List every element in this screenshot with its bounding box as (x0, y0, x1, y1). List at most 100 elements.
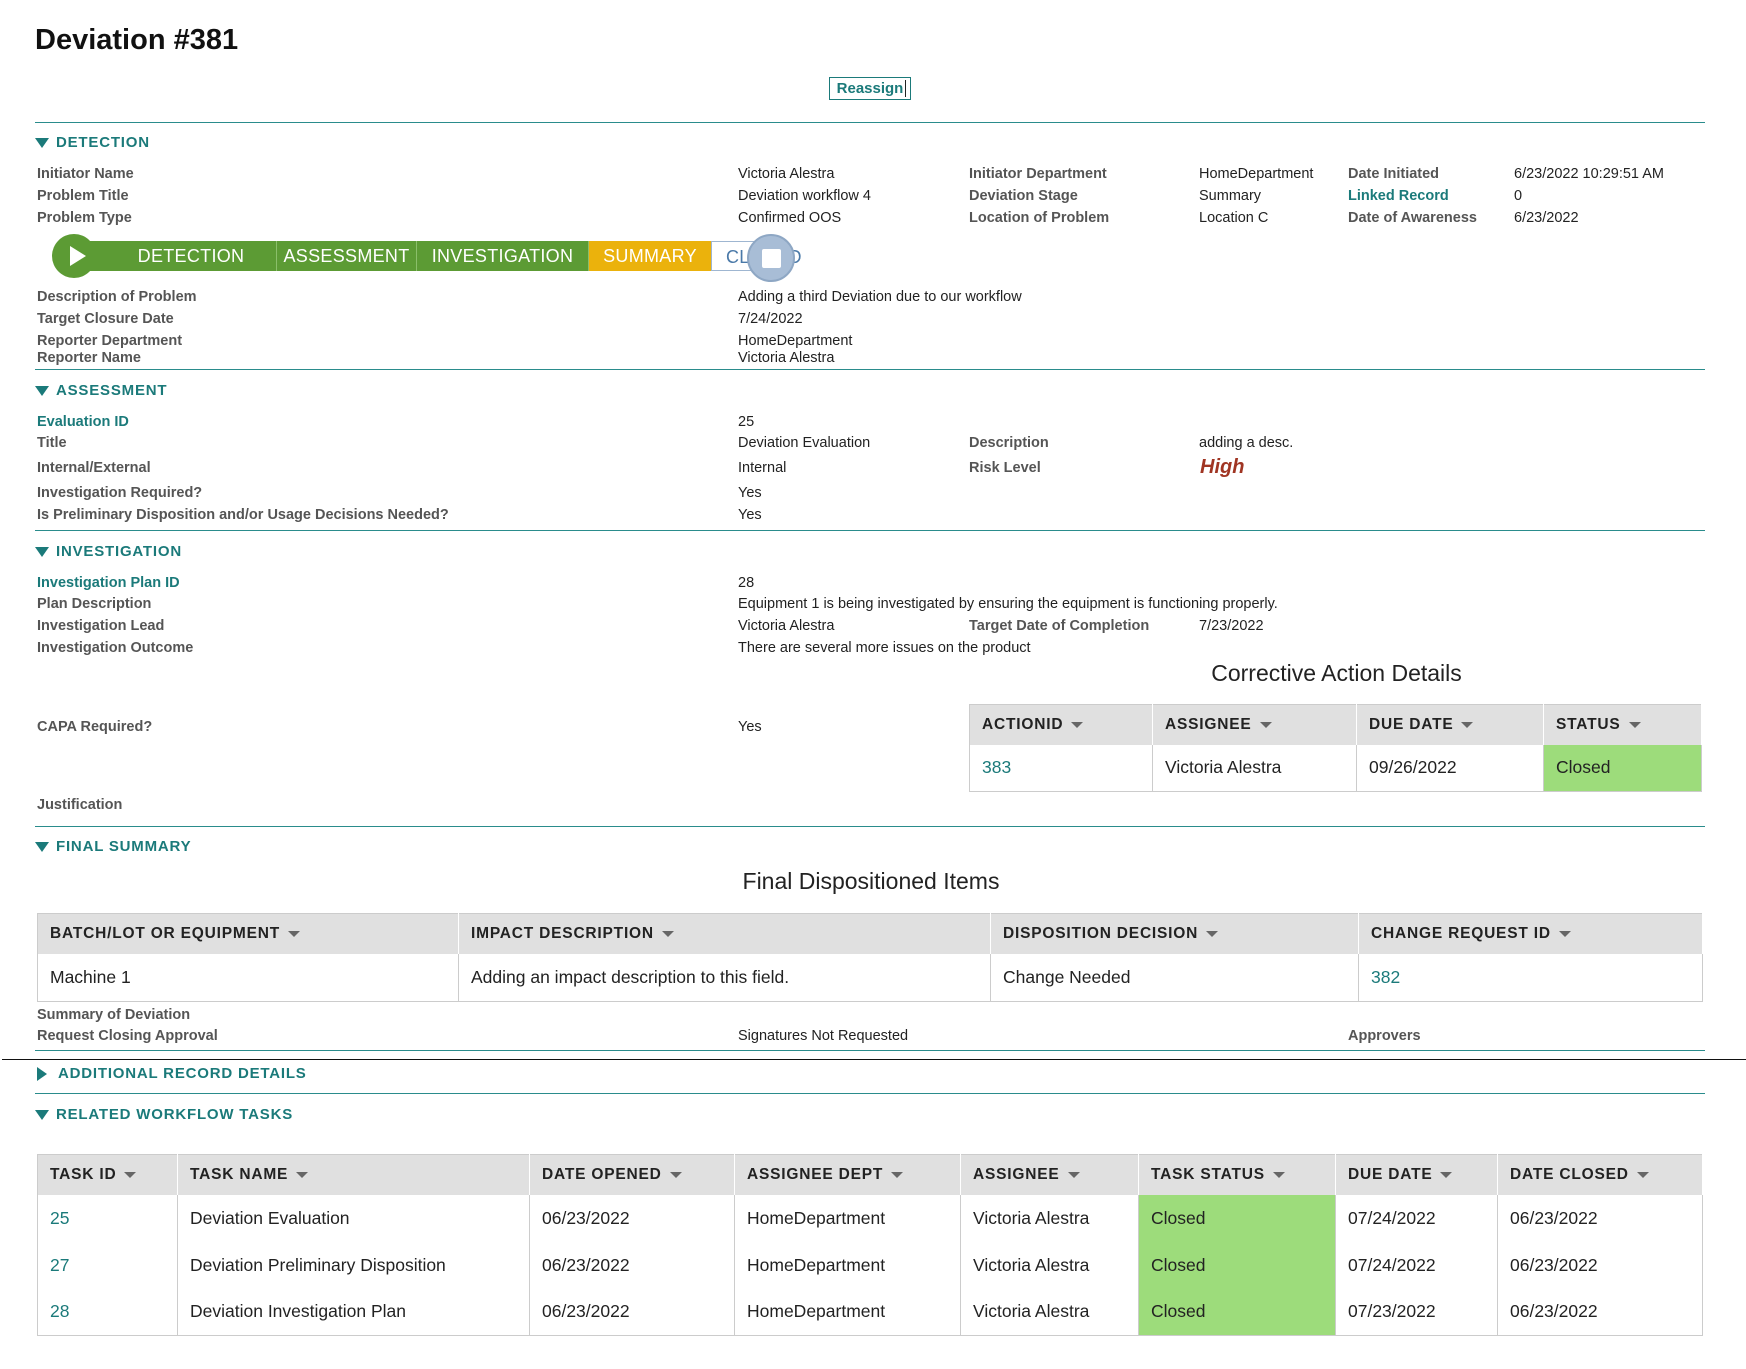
section-toggle-additional-details[interactable]: ADDITIONAL RECORD DETAILS (35, 1065, 307, 1082)
column-header-disposition[interactable]: DISPOSITION DECISION (990, 913, 1359, 954)
section-toggle-investigation[interactable]: INVESTIGATION (35, 543, 182, 560)
column-header-due-date[interactable]: DUE DATE (1356, 704, 1544, 745)
task-id-link[interactable]: 25 (50, 1207, 70, 1228)
sort-caret-icon (1067, 1171, 1080, 1178)
related-tasks-table: TASK ID TASK NAME DATE OPENED ASSIGNEE D… (37, 1154, 1703, 1336)
section-toggle-final-summary[interactable]: FINAL SUMMARY (35, 838, 191, 855)
field-label: Investigation Outcome (37, 640, 194, 656)
page-title: Deviation #381 (35, 24, 239, 56)
column-header-task-id[interactable]: TASK ID (37, 1154, 178, 1195)
table-cell: 06/23/2022 (529, 1194, 735, 1242)
table-cell: Deviation Evaluation (177, 1194, 530, 1242)
field-value: Yes (738, 485, 762, 501)
field-label: Is Preliminary Disposition and/or Usage … (37, 507, 449, 523)
field-value: Yes (738, 719, 762, 735)
field-label: Investigation Required? (37, 485, 203, 501)
field-value: 7/23/2022 (1199, 618, 1264, 634)
divider (35, 530, 1705, 531)
reassign-button[interactable]: Reassign (829, 77, 911, 100)
evaluation-id-link[interactable]: Evaluation ID (37, 414, 129, 430)
risk-level-value: High (1200, 456, 1245, 478)
field-value: Deviation workflow 4 (738, 188, 871, 204)
column-header-status[interactable]: STATUS (1543, 704, 1702, 745)
column-header-change-request[interactable]: CHANGE REQUEST ID (1358, 913, 1703, 954)
table-header-row: BATCH/LOT OR EQUIPMENT IMPACT DESCRIPTIO… (37, 913, 1703, 954)
column-header-batch[interactable]: BATCH/LOT OR EQUIPMENT (37, 913, 459, 954)
column-header-date-closed[interactable]: DATE CLOSED (1497, 1154, 1703, 1195)
field-label: Justification (37, 797, 123, 813)
field-label: Title (37, 435, 67, 451)
divider (35, 1093, 1705, 1094)
section-toggle-related-tasks[interactable]: RELATED WORKFLOW TASKS (35, 1106, 293, 1123)
table-cell: 07/23/2022 (1335, 1288, 1498, 1336)
table-cell: Victoria Alestra (960, 1241, 1139, 1289)
column-header-task-status[interactable]: TASK STATUS (1138, 1154, 1336, 1195)
corrective-action-table: ACTIONID ASSIGNEE DUE DATE STATUS 383 Vi… (969, 704, 1702, 792)
field-label: Location of Problem (969, 210, 1110, 226)
field-value: 6/23/2022 (1514, 210, 1579, 226)
divider (35, 1050, 1705, 1051)
table-cell: 07/24/2022 (1335, 1241, 1498, 1289)
column-header-task-name[interactable]: TASK NAME (177, 1154, 530, 1195)
column-header-due-date[interactable]: DUE DATE (1335, 1154, 1498, 1195)
sort-caret-icon (296, 1171, 309, 1178)
action-id-link[interactable]: 383 (982, 757, 1012, 778)
table-cell: Adding an impact description to this fie… (458, 953, 991, 1002)
column-header-assignee[interactable]: ASSIGNEE (960, 1154, 1139, 1195)
column-header-assignee[interactable]: ASSIGNEE (1152, 704, 1357, 745)
field-label: Initiator Name (37, 166, 134, 182)
sort-caret-icon (1461, 721, 1474, 728)
field-value: 25 (738, 414, 755, 430)
stop-icon (762, 249, 781, 268)
sort-caret-icon (124, 1171, 137, 1178)
field-value: There are several more issues on the pro… (738, 640, 1031, 656)
caret-down-icon (35, 546, 49, 557)
table-cell: HomeDepartment (734, 1288, 961, 1336)
stage-start (52, 234, 96, 278)
sort-caret-icon (288, 930, 300, 937)
field-value: 6/23/2022 10:29:51 AM (1514, 166, 1664, 182)
table-cell: Deviation Investigation Plan (177, 1288, 530, 1336)
field-value: Victoria Alestra (738, 350, 835, 366)
field-value: 7/24/2022 (738, 311, 803, 327)
section-toggle-detection[interactable]: DETECTION (35, 134, 150, 151)
field-value: Internal (738, 460, 787, 476)
status-badge: Closed (1138, 1241, 1336, 1289)
field-label: Deviation Stage (969, 188, 1078, 204)
column-header-impact[interactable]: IMPACT DESCRIPTION (458, 913, 991, 954)
change-request-link[interactable]: 382 (1358, 953, 1703, 1002)
field-label: Summary of Deviation (37, 1007, 191, 1023)
status-badge: Closed (1138, 1288, 1336, 1336)
play-icon (70, 246, 86, 266)
column-header-actionid[interactable]: ACTIONID (969, 704, 1153, 745)
task-id-link[interactable]: 27 (50, 1254, 70, 1275)
caret-down-icon (35, 385, 49, 396)
section-title: FINAL SUMMARY (56, 838, 192, 855)
stage-end (747, 234, 795, 282)
section-title: DETECTION (56, 134, 150, 151)
table-header-row: TASK ID TASK NAME DATE OPENED ASSIGNEE D… (37, 1154, 1703, 1195)
section-title: ASSESSMENT (56, 382, 168, 399)
field-label: Description of Problem (37, 289, 197, 305)
table-row: 383 Victoria Alestra 09/26/2022 Closed (970, 744, 1702, 792)
table-cell: Change Needed (990, 953, 1359, 1002)
sort-caret-icon (1272, 1171, 1285, 1178)
field-label: Plan Description (37, 596, 152, 612)
field-value: HomeDepartment (1199, 166, 1314, 182)
section-toggle-assessment[interactable]: ASSESSMENT (35, 382, 167, 399)
table-cell: Victoria Alestra (1152, 744, 1357, 792)
caret-down-icon (35, 137, 49, 148)
stage-detection: DETECTION (90, 241, 277, 271)
field-value: Location C (1199, 210, 1269, 226)
linked-record-link[interactable]: Linked Record (1348, 188, 1449, 204)
field-value: Deviation Evaluation (738, 435, 871, 451)
divider (35, 826, 1705, 827)
investigation-plan-id-link[interactable]: Investigation Plan ID (37, 575, 180, 591)
column-header-date-opened[interactable]: DATE OPENED (529, 1154, 735, 1195)
column-header-assignee-dept[interactable]: ASSIGNEE DEPT (734, 1154, 961, 1195)
field-label: Approvers (1348, 1028, 1421, 1044)
table-row: 25 Deviation Evaluation 06/23/2022 HomeD… (38, 1194, 1703, 1242)
workflow-stage-bar: DETECTION ASSESSMENT INVESTIGATION SUMMA… (52, 234, 802, 282)
table-cell: 06/23/2022 (529, 1288, 735, 1336)
task-id-link[interactable]: 28 (50, 1301, 70, 1322)
